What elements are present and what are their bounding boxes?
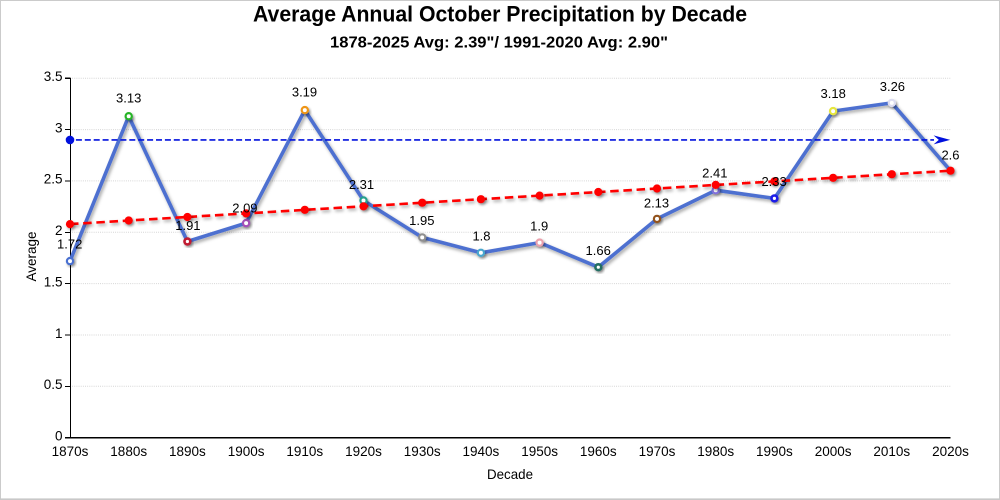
- svg-text:0.5: 0.5: [44, 377, 63, 392]
- svg-text:1930s: 1930s: [404, 444, 441, 459]
- svg-text:1: 1: [55, 326, 63, 341]
- svg-text:Average Annual October Precipi: Average Annual October Precipitation by …: [253, 2, 747, 27]
- svg-text:3: 3: [55, 120, 63, 135]
- svg-text:1.9: 1.9: [530, 218, 548, 233]
- svg-text:1970s: 1970s: [639, 444, 676, 459]
- svg-text:2.5: 2.5: [44, 172, 63, 187]
- svg-text:0: 0: [55, 429, 63, 444]
- svg-text:1.8: 1.8: [472, 229, 490, 244]
- svg-text:2.33: 2.33: [761, 174, 786, 189]
- svg-text:2.13: 2.13: [644, 196, 669, 211]
- svg-text:Average: Average: [24, 231, 39, 281]
- svg-text:3.26: 3.26: [880, 79, 905, 94]
- svg-text:1990s: 1990s: [756, 444, 793, 459]
- svg-text:3.13: 3.13: [116, 91, 141, 106]
- svg-text:1980s: 1980s: [697, 444, 734, 459]
- svg-text:2020s: 2020s: [932, 444, 969, 459]
- svg-text:3.18: 3.18: [821, 86, 846, 101]
- svg-text:2.31: 2.31: [349, 177, 374, 192]
- svg-text:2: 2: [55, 223, 63, 238]
- svg-text:Decade: Decade: [487, 466, 533, 482]
- svg-text:1910s: 1910s: [286, 444, 323, 459]
- svg-text:2010s: 2010s: [873, 444, 910, 459]
- svg-text:1900s: 1900s: [228, 444, 265, 459]
- svg-text:1950s: 1950s: [521, 444, 558, 459]
- svg-text:2.41: 2.41: [702, 166, 727, 181]
- svg-text:1.66: 1.66: [586, 243, 611, 258]
- svg-text:1960s: 1960s: [580, 444, 617, 459]
- svg-text:1878-2025 Avg: 2.39"/ 1991-202: 1878-2025 Avg: 2.39"/ 1991-2020 Avg: 2.9…: [330, 34, 668, 51]
- svg-text:1940s: 1940s: [463, 444, 500, 459]
- svg-text:2.6: 2.6: [941, 148, 959, 163]
- svg-text:3.19: 3.19: [292, 85, 317, 100]
- svg-text:1.72: 1.72: [57, 237, 82, 252]
- svg-text:3.5: 3.5: [44, 69, 63, 84]
- svg-text:1880s: 1880s: [110, 444, 147, 459]
- svg-text:2000s: 2000s: [815, 444, 852, 459]
- svg-text:1.95: 1.95: [409, 213, 434, 228]
- svg-text:1920s: 1920s: [345, 444, 382, 459]
- svg-text:1870s: 1870s: [52, 444, 89, 459]
- svg-text:1.91: 1.91: [175, 218, 200, 233]
- svg-text:2.09: 2.09: [232, 201, 257, 216]
- svg-text:1890s: 1890s: [169, 444, 206, 459]
- svg-text:1.5: 1.5: [44, 274, 63, 289]
